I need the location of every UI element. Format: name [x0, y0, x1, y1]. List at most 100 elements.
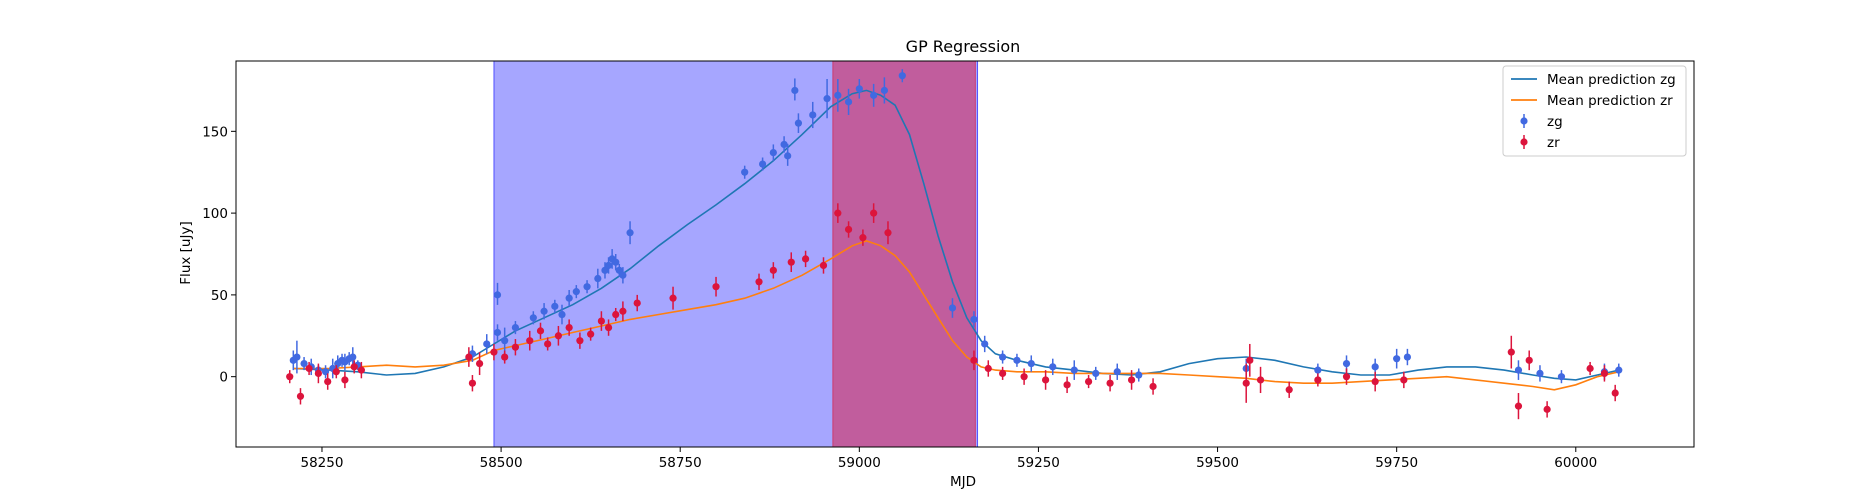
point-zg: [604, 261, 613, 270]
point-zr: [1256, 376, 1265, 384]
point-zr: [1507, 348, 1515, 356]
point-zg: [948, 304, 957, 312]
point-zr: [314, 369, 322, 377]
point-zg: [981, 340, 989, 348]
point-zg: [529, 314, 537, 322]
point-zg: [565, 294, 573, 302]
point-zr: [1149, 382, 1157, 391]
point-zr: [1342, 373, 1351, 381]
point-zr: [1400, 376, 1408, 384]
point-zg: [855, 85, 863, 93]
prediction-lines: [293, 89, 1619, 391]
plot-frame: [235, 60, 1695, 448]
point-zr: [712, 283, 720, 291]
point-zg: [758, 160, 767, 168]
point-zg: [834, 91, 842, 99]
point-zr: [1611, 389, 1619, 397]
x-tick-label: 58500: [480, 455, 523, 471]
y-axis-label: Flux [uJy]: [178, 221, 194, 284]
point-zr: [1285, 386, 1293, 394]
chart-title: GP Regression: [906, 37, 1021, 56]
point-zr: [554, 332, 563, 340]
point-zg: [769, 148, 777, 157]
point-zr: [999, 369, 1007, 377]
point-zg: [583, 283, 591, 291]
point-zr: [526, 337, 534, 345]
x-tick-label: 58750: [659, 455, 702, 471]
point-zg: [791, 86, 799, 95]
point-zg: [551, 302, 559, 310]
point-zr: [544, 340, 552, 348]
point-zr: [465, 353, 473, 361]
point-zg: [300, 359, 308, 368]
point-zg: [619, 271, 627, 279]
point-zg: [1027, 359, 1035, 368]
point-zg: [1070, 366, 1078, 374]
point-zr: [286, 373, 294, 381]
data-points: [286, 69, 1623, 420]
point-zg: [1342, 359, 1351, 368]
point-zr: [834, 209, 842, 217]
legend-entry-label: zg: [1547, 114, 1563, 130]
point-zr: [1042, 376, 1050, 384]
point-zr: [341, 376, 349, 384]
axes: 58250 58500 58750 59000 59250 59500 59750 60000…: [202, 60, 1695, 471]
point-zg: [794, 119, 803, 127]
point-zr: [1314, 376, 1322, 384]
legend-box: [1502, 65, 1687, 157]
legend-entry-label: zr: [1547, 135, 1560, 151]
x-tick-label: 59000: [838, 455, 881, 471]
point-zr: [350, 363, 358, 371]
point-zr: [612, 310, 620, 319]
legend: Mean prediction zg Mean prediction zr zg zr: [1502, 65, 1687, 157]
point-zg: [1514, 366, 1523, 374]
x-tick-label: 59500: [1196, 455, 1239, 471]
point-zg: [999, 353, 1007, 361]
point-zg: [1314, 366, 1322, 374]
point-zr: [1514, 402, 1523, 410]
point-zg: [1557, 373, 1566, 381]
point-zg: [540, 307, 548, 315]
series-line-mean-prediction-zr: [293, 240, 1619, 391]
point-zg: [1013, 356, 1021, 364]
point-zr: [305, 364, 313, 373]
point-zr: [536, 327, 545, 335]
point-zg: [1092, 369, 1100, 377]
point-zr: [1525, 356, 1533, 364]
point-zg: [483, 340, 491, 348]
point-zg: [784, 152, 792, 160]
point-zg: [1536, 369, 1544, 377]
point-zr: [1246, 356, 1254, 364]
point-zr: [475, 359, 484, 368]
point-zg: [880, 86, 888, 95]
point-zr: [619, 307, 627, 315]
point-zr: [565, 324, 573, 332]
point-zr: [859, 234, 867, 242]
point-zr: [1084, 377, 1093, 386]
point-zr: [1586, 364, 1594, 373]
point-zg: [558, 310, 566, 319]
point-zg: [1393, 355, 1401, 363]
point-zg: [612, 258, 620, 266]
point-zr: [1127, 376, 1136, 384]
point-zr: [633, 299, 641, 307]
shaded-regions: [493, 61, 979, 447]
point-zr: [1020, 373, 1028, 381]
shaded-region-1: [832, 61, 976, 447]
point-zr: [604, 324, 613, 332]
point-zr: [357, 366, 365, 374]
point-zr: [511, 343, 520, 351]
legend-entry-label: Mean prediction zg: [1547, 72, 1676, 88]
point-zg: [493, 328, 502, 337]
point-zr: [324, 377, 332, 386]
point-zg: [1113, 368, 1121, 376]
point-zr: [801, 255, 810, 263]
point-zg: [1135, 371, 1143, 379]
point-zr: [587, 330, 595, 338]
point-zr: [844, 225, 853, 234]
x-axis-label: MJD: [950, 474, 976, 490]
point-zr: [1242, 379, 1250, 387]
point-zr: [870, 209, 878, 217]
point-zr: [1063, 381, 1071, 389]
